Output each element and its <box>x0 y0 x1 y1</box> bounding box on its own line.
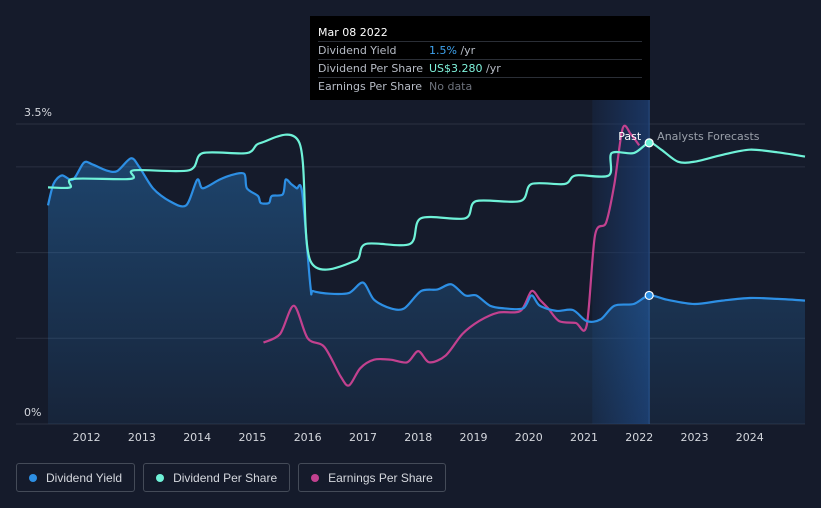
tooltip-label: Dividend Per Share <box>318 62 424 75</box>
tooltip-label: Earnings Per Share <box>318 80 423 93</box>
legend-label: Earnings Per Share <box>328 470 433 485</box>
tooltip-unit: /yr <box>456 44 476 57</box>
x-tick-label: 2018 <box>404 431 432 444</box>
legend-item-earnings-per-share[interactable]: Earnings Per Share <box>298 463 446 492</box>
tooltip-date: Mar 08 2022 <box>318 26 388 39</box>
dividend-yield-marker <box>644 290 654 301</box>
dividend-yield-line <box>46 157 806 323</box>
x-tick-label: 2013 <box>128 431 156 444</box>
x-tick-label: 2022 <box>625 431 653 444</box>
earnings-per-share-line <box>262 124 641 387</box>
dividend-yield-area <box>48 158 805 424</box>
series-layer <box>46 124 806 424</box>
analysts-forecasts-label: Analysts Forecasts <box>657 130 760 143</box>
axis-labels: Past Analysts Forecasts 3.5% 0% 2012 2013 2014… <box>24 106 764 444</box>
y-tick-label: 0% <box>24 406 41 419</box>
x-tick-label: 2012 <box>73 431 101 444</box>
tooltip: Mar 08 2022 Dividend Yield 1.5% /yr Divi… <box>310 16 650 100</box>
marker-layer <box>644 138 654 301</box>
x-tick-label: 2014 <box>183 431 211 444</box>
tooltip-row-dps: Dividend Per Share US$3.280 /yr <box>318 59 642 77</box>
tooltip-row-yield: Dividend Yield 1.5% /yr <box>318 41 642 59</box>
legend: Dividend Yield Dividend Per Share Earnin… <box>16 463 446 492</box>
dividend-per-share-line <box>47 133 806 271</box>
x-tick-label: 2015 <box>238 431 266 444</box>
y-tick-label: 3.5% <box>24 106 52 119</box>
earnings-per-share-dot-icon <box>311 473 320 482</box>
x-tick-label: 2023 <box>680 431 708 444</box>
tooltip-value: 1.5% <box>429 44 457 57</box>
tooltip-label: Dividend Yield <box>318 44 397 57</box>
legend-item-dividend-per-share[interactable]: Dividend Per Share <box>143 463 291 492</box>
dividend-yield-dot-icon <box>29 473 37 482</box>
x-tick-label: 2019 <box>459 431 487 444</box>
x-tick-label: 2021 <box>570 431 598 444</box>
legend-item-dividend-yield[interactable]: Dividend Yield <box>16 463 136 492</box>
x-tick-label: 2017 <box>349 431 377 444</box>
legend-label: Dividend Yield <box>46 470 123 485</box>
x-tick-label: 2024 <box>736 431 764 444</box>
dividend-per-share-marker <box>644 138 654 148</box>
x-tick-label: 2020 <box>515 431 543 444</box>
tooltip-value: No data <box>429 80 473 93</box>
legend-label: Dividend Per Share <box>173 470 278 485</box>
dividend-per-share-dot-icon <box>156 473 165 482</box>
tooltip-unit: /yr <box>482 62 501 75</box>
tooltip-value: US$3.280 <box>429 62 483 75</box>
past-label: Past <box>618 130 642 143</box>
x-tick-label: 2016 <box>294 431 322 444</box>
tooltip-row-eps: Earnings Per Share No data <box>318 77 642 95</box>
